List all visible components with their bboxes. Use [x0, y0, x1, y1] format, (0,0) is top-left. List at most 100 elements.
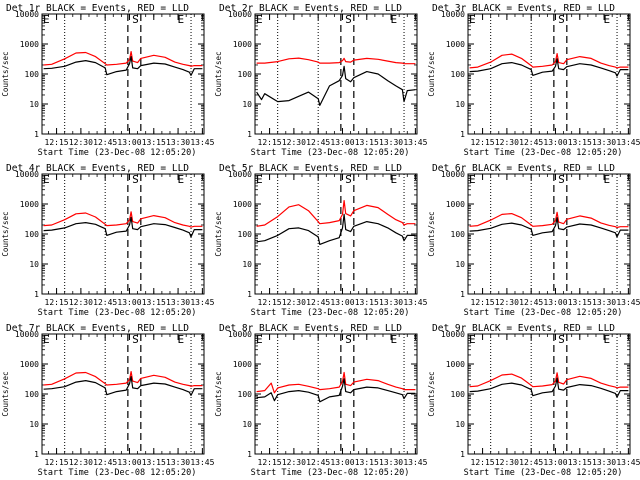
y-axis-label: Counts/sec — [1, 51, 10, 96]
y-tick-label: 100 — [238, 390, 253, 399]
x-tick-label: 12:30 — [69, 138, 93, 147]
x-axis-label: Start Time (23-Dec-08 12:05:20) — [464, 308, 623, 318]
y-tick-label: 10 — [455, 420, 465, 429]
x-tick-label: 12:15 — [45, 298, 69, 307]
detector-panel: Det 7r BLACK = Events, RED = LLD 1 10 100 10… — [1, 323, 215, 478]
events-series-line — [469, 58, 629, 77]
y-axis-label: Counts/sec — [1, 211, 10, 256]
x-tick-label: 13:15 — [142, 298, 166, 307]
events-series-line — [469, 217, 629, 238]
y-tick-label: 10 — [455, 260, 465, 269]
y-tick-label: 100 — [451, 230, 466, 239]
x-tick-label: 12:30 — [282, 458, 306, 467]
event-marker-label: E — [469, 333, 476, 346]
y-tick-label: 1000 — [446, 200, 465, 209]
y-tick-label: 100 — [25, 390, 40, 399]
event-marker-label: E — [43, 333, 50, 346]
y-tick-label: 1 — [34, 450, 39, 459]
event-marker-label: E — [390, 173, 397, 186]
x-tick-label: 12:15 — [45, 138, 69, 147]
x-tick-label: 12:30 — [495, 298, 519, 307]
x-tick-label: 12:30 — [282, 138, 306, 147]
x-tick-label: 13:30 — [166, 138, 190, 147]
detector-panel: Det 9r BLACK = Events, RED = LLD 1 10 100 10… — [427, 323, 640, 478]
event-marker-label: E — [177, 13, 184, 26]
x-tick-label: 13:30 — [379, 138, 403, 147]
y-tick-label: 10000 — [15, 330, 39, 339]
events-series-line — [256, 378, 416, 403]
x-tick-label: 13:45 — [190, 298, 214, 307]
x-tick-label: 12:30 — [282, 298, 306, 307]
detector-panel: Det 3r BLACK = Events, RED = LLD 1 10 100 10… — [427, 3, 640, 158]
lld-series-line — [43, 211, 203, 228]
x-tick-label: 13:45 — [403, 138, 427, 147]
y-tick-label: 10000 — [15, 170, 39, 179]
y-tick-label: 10 — [29, 420, 39, 429]
x-axis-label: Start Time (23-Dec-08 12:05:20) — [251, 148, 410, 158]
y-tick-label: 1000 — [446, 40, 465, 49]
event-marker-label: S — [558, 333, 565, 346]
panel-title: Det 3r BLACK = Events, RED = LLD — [432, 3, 615, 14]
y-tick-label: 100 — [238, 230, 253, 239]
x-tick-label: 12:15 — [45, 458, 69, 467]
y-tick-label: 100 — [25, 230, 40, 239]
x-tick-label: 12:45 — [306, 458, 330, 467]
panel-title: Det 9r BLACK = Events, RED = LLD — [432, 323, 615, 334]
y-tick-label: 100 — [451, 390, 466, 399]
event-marker-label: S — [345, 13, 352, 26]
y-tick-label: 10000 — [228, 170, 252, 179]
lld-series-line — [256, 200, 416, 227]
event-marker-label: E — [43, 173, 50, 186]
event-marker-label: E — [603, 173, 610, 186]
x-axis-label: Start Time (23-Dec-08 12:05:20) — [38, 148, 197, 158]
x-tick-label: 13:00 — [117, 458, 141, 467]
x-tick-label: 12:45 — [93, 138, 117, 147]
lld-series-line — [256, 371, 416, 394]
x-tick-label: 12:45 — [93, 298, 117, 307]
y-tick-label: 10000 — [441, 170, 465, 179]
x-tick-label: 13:00 — [543, 138, 567, 147]
event-marker-label: E — [256, 13, 263, 26]
y-tick-label: 1 — [34, 130, 39, 139]
y-tick-label: 1 — [460, 290, 465, 299]
event-marker-label: S — [132, 13, 139, 26]
y-tick-label: 1000 — [233, 40, 252, 49]
x-tick-label: 13:00 — [543, 298, 567, 307]
y-tick-label: 1000 — [20, 200, 39, 209]
y-tick-label: 1000 — [20, 360, 39, 369]
event-marker-label: S — [345, 173, 352, 186]
plot-frame — [41, 173, 205, 295]
x-axis-label: Start Time (23-Dec-08 12:05:20) — [38, 468, 197, 478]
x-axis-label: Start Time (23-Dec-08 12:05:20) — [464, 468, 623, 478]
x-tick-label: 13:30 — [379, 298, 403, 307]
x-tick-label: 13:45 — [190, 138, 214, 147]
detector-panel: Det 1r BLACK = Events, RED = LLD 1 10 100 10… — [1, 3, 215, 158]
x-tick-label: 13:00 — [117, 298, 141, 307]
x-tick-label: 13:45 — [190, 458, 214, 467]
x-tick-label: 13:00 — [117, 138, 141, 147]
y-axis-label: Counts/sec — [427, 211, 436, 256]
x-tick-label: 13:30 — [166, 298, 190, 307]
plot-frame — [467, 13, 631, 135]
event-marker-label: S — [558, 13, 565, 26]
y-tick-label: 10 — [29, 100, 39, 109]
panel-title: Det 1r BLACK = Events, RED = LLD — [6, 3, 189, 14]
x-tick-label: 12:30 — [69, 298, 93, 307]
detector-panel: Det 4r BLACK = Events, RED = LLD 1 10 100 10… — [1, 163, 215, 318]
lld-series-line — [469, 211, 629, 229]
events-series-line — [43, 55, 203, 77]
x-tick-label: 13:15 — [355, 458, 379, 467]
x-axis-label: Start Time (23-Dec-08 12:05:20) — [464, 148, 623, 158]
y-tick-label: 10 — [242, 100, 252, 109]
lld-series-line — [256, 57, 416, 65]
y-tick-label: 1 — [247, 290, 252, 299]
x-tick-label: 13:30 — [379, 458, 403, 467]
panel-title: Det 7r BLACK = Events, RED = LLD — [6, 323, 189, 334]
x-tick-label: 13:45 — [403, 298, 427, 307]
y-tick-label: 10 — [242, 420, 252, 429]
y-tick-label: 1 — [247, 130, 252, 139]
y-tick-label: 1000 — [233, 200, 252, 209]
x-tick-label: 12:45 — [306, 298, 330, 307]
x-tick-label: 13:45 — [616, 298, 640, 307]
